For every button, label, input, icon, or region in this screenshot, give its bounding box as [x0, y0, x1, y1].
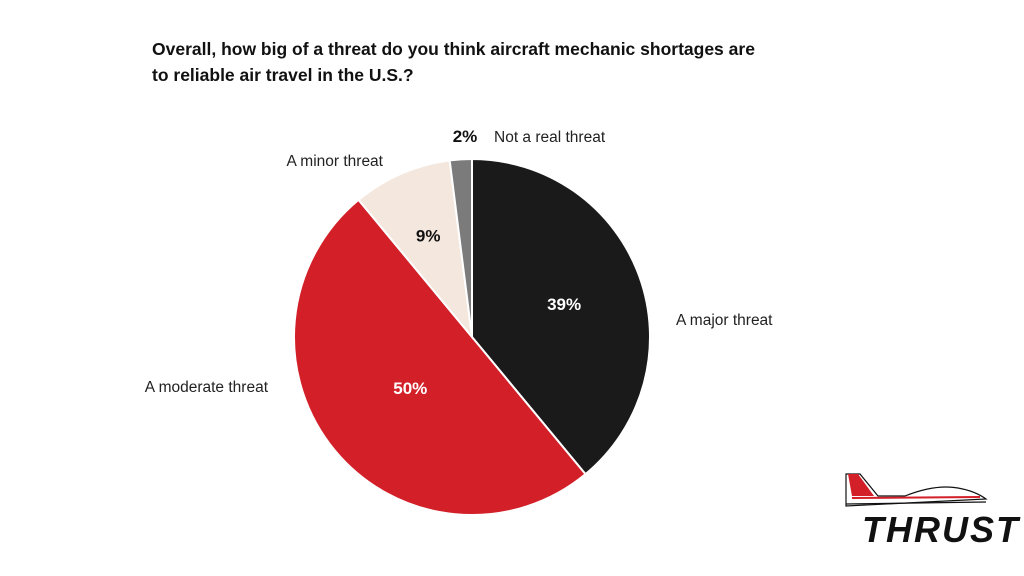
pie-slice-a-minor-threat	[357, 159, 474, 341]
pie-slice-not-a-real-threat	[448, 157, 473, 338]
pie-category-label: A moderate threat	[145, 379, 269, 396]
pie-value-label: 39%	[547, 295, 581, 314]
pie-category-label: A major threat	[676, 312, 773, 329]
pie-slice-a-major-threat	[471, 157, 651, 476]
pie-slice-a-moderate-threat	[293, 198, 587, 516]
pie-slices	[293, 157, 651, 516]
chart-title-line-1: Overall, how big of a threat do you thin…	[152, 39, 755, 59]
airplane-stripe-icon	[851, 496, 981, 499]
airplane-logo-icon	[845, 473, 988, 507]
pie-value-label: 50%	[393, 379, 427, 398]
thrust-logo: THRUST	[845, 473, 1021, 550]
pie-value-label: 9%	[416, 227, 441, 246]
pie-category-label: Not a real threat	[494, 129, 606, 146]
airplane-underline-icon	[845, 501, 987, 505]
airplane-tail-icon	[848, 474, 874, 496]
chart-title-line-2: to reliable air travel in the U.S.?	[152, 65, 414, 85]
pie-labels: 39% A major threat 50% A moderate threat 9% A…	[145, 127, 773, 398]
pie-category-label: A minor threat	[287, 153, 384, 170]
logo-wordmark: THRUST	[862, 509, 1021, 550]
chart-title: Overall, how big of a threat do you thin…	[152, 36, 872, 88]
pie-value-label: 2%	[453, 127, 478, 146]
